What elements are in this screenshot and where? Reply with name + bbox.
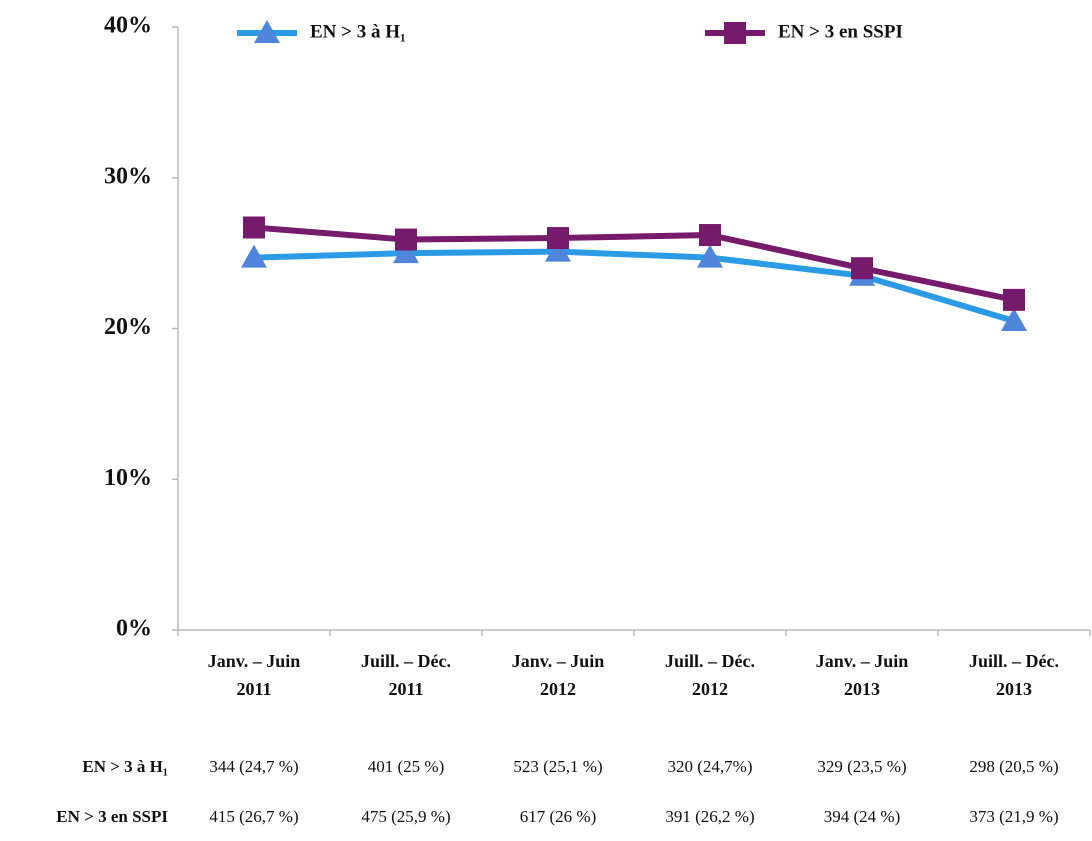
marker: [254, 20, 280, 43]
table-cell: 401 (25 %): [368, 757, 444, 776]
x-tick-label: Janv. – Juin: [512, 651, 605, 671]
x-tick-label: 2011: [388, 679, 423, 699]
table-cell: 344 (24,7 %): [209, 757, 298, 776]
y-tick-label: 20%: [104, 314, 152, 340]
marker: [699, 224, 721, 247]
marker: [1001, 307, 1027, 331]
marker: [241, 244, 267, 268]
table-cell: 617 (26 %): [520, 807, 596, 826]
table-cell: 415 (26,7 %): [209, 807, 298, 826]
marker: [545, 238, 571, 262]
marker: [697, 244, 723, 268]
marker: [547, 227, 569, 250]
table-cell: 373 (21,9 %): [969, 807, 1058, 826]
x-tick-label: Janv. – Juin: [208, 651, 301, 671]
marker: [395, 228, 417, 251]
x-tick-label: Juill. – Déc.: [665, 651, 755, 671]
table-row-label: EN > 3 à H₁: [82, 757, 168, 776]
x-tick-label: 2012: [692, 679, 728, 699]
table-row-label: EN > 3 en SSPI: [56, 807, 168, 826]
table-cell: 391 (26,2 %): [665, 807, 754, 826]
legend-label: EN > 3 à H₁: [310, 21, 406, 42]
marker: [724, 22, 746, 44]
y-tick-label: 30%: [104, 163, 152, 189]
series-line: [253, 224, 1015, 303]
marker: [393, 240, 419, 264]
x-tick-label: Janv. – Juin: [816, 651, 909, 671]
x-tick-label: Juill. – Déc.: [969, 651, 1059, 671]
y-tick-label: 10%: [104, 465, 152, 491]
table-cell: 329 (23,5 %): [817, 757, 906, 776]
x-tick-label: 2013: [844, 679, 880, 699]
marker: [1003, 288, 1025, 311]
legend-label: EN > 3 en SSPI: [778, 21, 903, 42]
x-tick-label: 2012: [540, 679, 576, 699]
table-cell: 320 (24,7%): [668, 757, 753, 776]
table-cell: 394 (24 %): [824, 807, 900, 826]
x-tick-label: Juill. – Déc.: [361, 651, 451, 671]
table-cell: 475 (25,9 %): [361, 807, 450, 826]
y-tick-label: 0%: [116, 616, 152, 642]
marker: [851, 257, 873, 280]
table-cell: 523 (25,1 %): [513, 757, 602, 776]
x-tick-label: 2013: [996, 679, 1032, 699]
y-tick-label: 40%: [104, 13, 152, 39]
marker: [243, 216, 265, 239]
x-tick-label: 2011: [236, 679, 271, 699]
table-cell: 298 (20,5 %): [969, 757, 1058, 776]
series-line: [253, 248, 1015, 324]
